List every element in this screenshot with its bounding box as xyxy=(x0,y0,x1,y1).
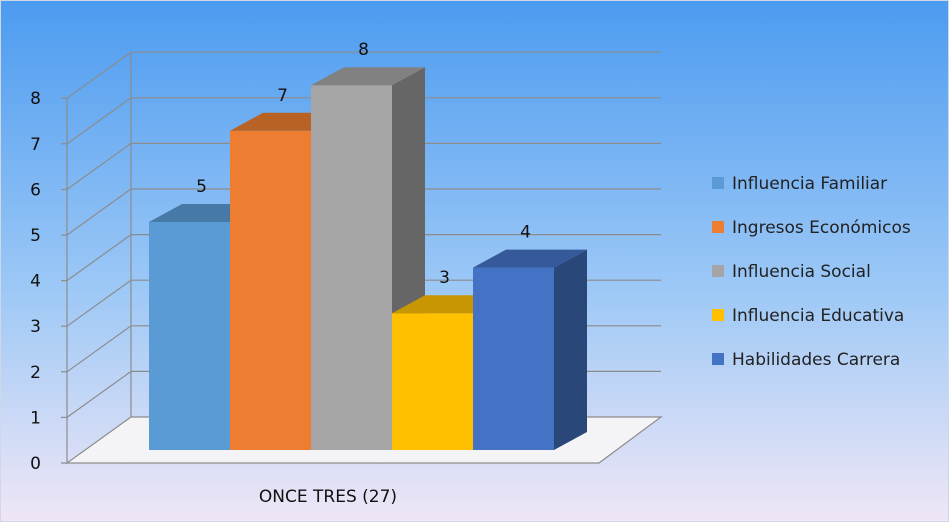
data-label: 3 xyxy=(439,268,450,288)
bar-habilidades-carrera xyxy=(473,249,587,450)
bar-front xyxy=(149,222,230,450)
y-tick-label: 6 xyxy=(30,180,41,200)
bar-front xyxy=(311,85,392,450)
legend-swatch xyxy=(712,177,724,189)
y-tick-label: 3 xyxy=(30,317,41,337)
bar-front xyxy=(473,267,554,450)
y-tick-label: 1 xyxy=(30,408,41,428)
y-tick-label: 5 xyxy=(30,226,41,246)
legend-swatch xyxy=(712,265,724,277)
category-label: ONCE TRES (27) xyxy=(259,487,397,507)
data-labels: 5 7 8 3 4 xyxy=(196,40,531,288)
bars xyxy=(149,67,587,451)
gridline-side xyxy=(66,370,132,418)
data-label: 4 xyxy=(520,223,531,243)
legend-swatch xyxy=(712,309,724,321)
y-tick-label: 8 xyxy=(30,89,41,109)
legend: Influencia Familiar Ingresos Económicos In… xyxy=(712,174,911,370)
bar-side xyxy=(554,249,587,450)
gridline-side xyxy=(66,188,132,236)
gridline-side xyxy=(66,51,132,99)
legend-swatch xyxy=(712,221,724,233)
legend-label: Influencia Educativa xyxy=(732,306,904,326)
y-tick-label: 2 xyxy=(30,363,41,383)
gridline-side xyxy=(66,97,132,145)
data-label: 7 xyxy=(277,86,288,106)
legend-label: Ingresos Económicos xyxy=(732,218,911,238)
legend-item: Influencia Educativa xyxy=(712,306,904,326)
y-tick-label: 0 xyxy=(30,454,41,474)
gridline-side xyxy=(66,142,132,190)
bar-top xyxy=(311,67,425,86)
bar-front xyxy=(230,130,311,451)
legend-item: Influencia Familiar xyxy=(712,174,887,194)
legend-label: Influencia Social xyxy=(732,262,871,282)
legend-label: Habilidades Carrera xyxy=(732,350,900,370)
bar-top xyxy=(473,249,587,268)
y-tick-label: 4 xyxy=(30,272,41,292)
data-label: 8 xyxy=(358,40,369,60)
gridline-side xyxy=(66,234,132,282)
legend-label: Influencia Familiar xyxy=(732,174,887,194)
legend-item: Habilidades Carrera xyxy=(712,350,900,370)
bar-front xyxy=(392,313,473,450)
y-axis-ticks: 0 1 2 3 4 5 6 7 8 xyxy=(30,89,67,474)
gridline-side xyxy=(66,279,132,327)
y-tick-label: 7 xyxy=(30,135,41,155)
x-axis-labels: ONCE TRES (27) xyxy=(259,487,397,507)
data-label: 5 xyxy=(196,177,207,197)
legend-item: Ingresos Económicos xyxy=(712,218,911,238)
legend-swatch xyxy=(712,353,724,365)
gridline-side xyxy=(66,325,132,373)
legend-item: Influencia Social xyxy=(712,262,871,282)
